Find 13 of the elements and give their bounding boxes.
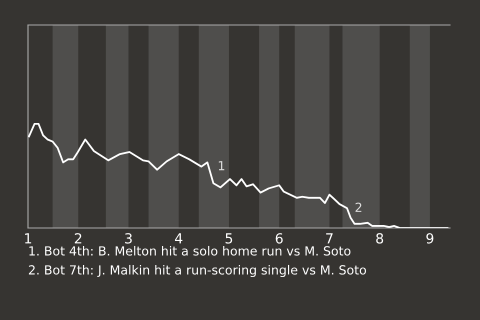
x-tick-label: 6 — [276, 233, 283, 244]
x-tick-label: 8 — [376, 233, 384, 244]
x-tick-label: 5 — [226, 233, 232, 244]
annotation: 1 — [218, 161, 224, 170]
x-tick-label: 4 — [174, 233, 182, 244]
annotation: 2 — [356, 202, 362, 212]
text: 2. Bot 7th: J. Malkin hit a run-scoring single vs M. Soto — [28, 264, 366, 278]
x-tick-label: 3 — [125, 233, 132, 244]
x-tick-label: 1 — [25, 233, 32, 244]
x-tick-label: 9 — [426, 233, 434, 244]
x-tick-label: 7 — [326, 233, 333, 244]
text: 1. Bot 4th: B. Melton hit a solo home run vs M. Soto — [29, 246, 350, 256]
x-tick-label: 2 — [74, 233, 82, 244]
